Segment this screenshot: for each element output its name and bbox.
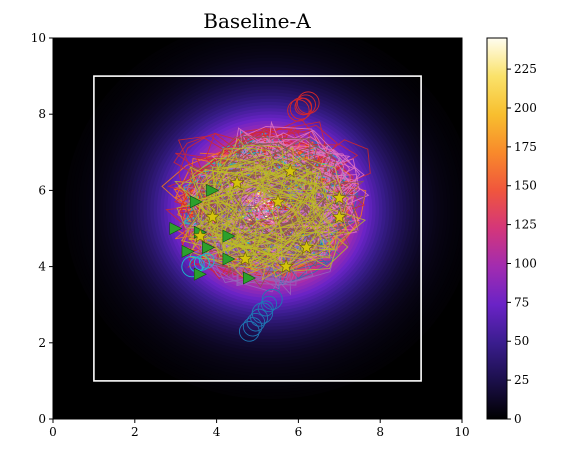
colorbar-tick-label: 175 xyxy=(514,140,537,154)
chart-title: Baseline-A xyxy=(203,9,311,33)
y-tick-label: 10 xyxy=(31,31,46,45)
start-marker xyxy=(193,267,207,281)
colorbar-tick-label: 25 xyxy=(514,373,529,387)
colorbar-tick-label: 100 xyxy=(514,256,537,270)
start-marker xyxy=(222,252,236,266)
goal-marker xyxy=(205,209,220,224)
plot-area xyxy=(52,37,463,420)
trajectory-loop xyxy=(198,253,215,269)
colorbar-tick-label: 125 xyxy=(514,218,537,232)
start-marker xyxy=(222,229,236,243)
goal-marker xyxy=(278,258,294,273)
y-tick-label: 0 xyxy=(38,412,46,426)
trajectory-lines xyxy=(161,91,371,342)
goal-marker xyxy=(192,228,208,243)
y-tick-label: 6 xyxy=(38,183,46,197)
colorbar-bar xyxy=(487,38,507,419)
y-axis: 0 2 4 6 8 10 xyxy=(31,31,53,426)
x-tick-label: 8 xyxy=(376,425,384,439)
trajectory-loop xyxy=(295,94,316,115)
colorbar-tick-label: 150 xyxy=(514,179,537,193)
colorbar-tick-label: 225 xyxy=(514,62,537,76)
trajectory-line xyxy=(174,153,325,271)
trajectory-loop xyxy=(260,295,278,313)
x-axis: 0 2 4 6 8 10 xyxy=(49,419,470,439)
colorbar-tick-label: 200 xyxy=(514,101,537,115)
start-marker xyxy=(206,183,220,197)
trajectory-loop xyxy=(294,97,313,116)
trajectory-loop xyxy=(261,288,283,310)
goal-marker xyxy=(229,174,245,190)
x-tick-label: 10 xyxy=(454,425,469,439)
x-tick-label: 2 xyxy=(131,425,139,439)
colorbar-ticks: 0 25 50 75 100 125 150 175 200 225 xyxy=(507,62,537,426)
x-tick-label: 4 xyxy=(213,425,221,439)
colorbar: 0 25 50 75 100 125 150 175 200 225 xyxy=(486,37,537,426)
trajectory-line xyxy=(204,146,367,281)
y-tick-label: 4 xyxy=(38,260,46,274)
colorbar-tick-label: 0 xyxy=(514,412,522,426)
goal-marker xyxy=(331,190,347,205)
start-marker xyxy=(181,244,195,258)
trajectory-loop xyxy=(257,300,274,317)
trajectory-loop xyxy=(246,312,266,332)
goal-marker xyxy=(282,163,298,178)
start-marker xyxy=(202,241,216,255)
x-tick-label: 6 xyxy=(295,425,303,439)
start-marker xyxy=(189,195,203,209)
colorbar-tick-label: 50 xyxy=(514,334,529,348)
y-tick-label: 8 xyxy=(38,107,46,121)
colorbar-frame xyxy=(486,37,508,420)
heatmap-field xyxy=(64,38,462,400)
x-tick-label: 0 xyxy=(49,425,57,439)
boundary-box xyxy=(93,75,422,382)
trajectory-loop xyxy=(296,91,320,115)
trajectory-loop xyxy=(239,321,260,342)
goal-marker xyxy=(299,239,314,254)
y-tick-label: 2 xyxy=(38,336,46,350)
start-marker xyxy=(243,271,256,285)
colorbar-tick-label: 75 xyxy=(514,295,529,309)
goal-markers xyxy=(192,163,347,273)
plot-frame xyxy=(52,37,463,420)
goal-marker xyxy=(270,193,286,209)
goal-marker xyxy=(237,251,253,266)
start-marker xyxy=(169,222,183,235)
goal-marker xyxy=(331,209,347,224)
trajectory-loop xyxy=(242,317,263,337)
trajectory-loop xyxy=(250,308,269,327)
